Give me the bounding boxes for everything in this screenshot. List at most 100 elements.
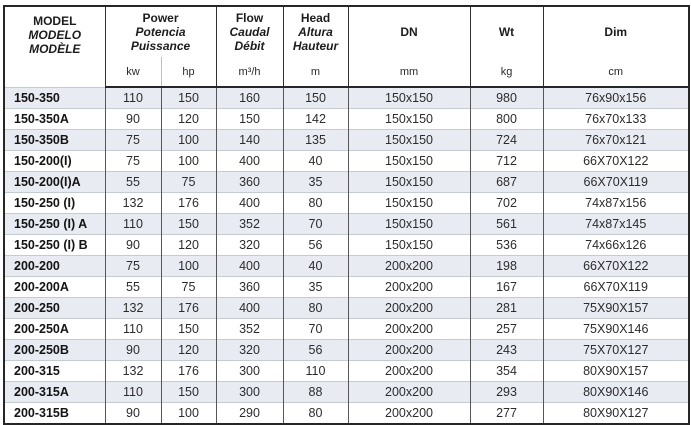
cell-flow: 400 xyxy=(215,255,283,277)
cell-flow: 360 xyxy=(215,276,283,298)
cell-head: 80 xyxy=(282,297,348,319)
cell-dn: 200x200 xyxy=(347,297,470,319)
table-header: MODEL MODELO MODÈLE Power Potencia Puiss… xyxy=(4,6,689,88)
cell-dim: 76x70x133 xyxy=(542,108,689,130)
head-label-fr: Hauteur xyxy=(292,39,339,53)
cell-flow: 300 xyxy=(215,360,283,382)
cell-dn: 200x200 xyxy=(347,402,470,424)
cell-model: 150-200(I) xyxy=(4,150,105,172)
cell-kw: 75 xyxy=(104,150,161,172)
cell-dim: 74x66x126 xyxy=(542,234,689,256)
cell-hp: 176 xyxy=(160,297,216,319)
cell-wt: 243 xyxy=(469,339,543,361)
cell-model: 200-200 xyxy=(4,255,105,277)
cell-hp: 75 xyxy=(160,276,216,298)
header-unit-row: kw hp m³/h m mm kg cm xyxy=(4,57,689,88)
cell-hp: 176 xyxy=(160,192,216,214)
cell-kw: 75 xyxy=(104,129,161,151)
table-row: 200-200A 55 75 360 35 200x200 167 66X70X119 xyxy=(4,276,689,298)
cell-dim: 74x87x156 xyxy=(542,192,689,214)
cell-head: 70 xyxy=(282,318,348,340)
col-header-model: MODEL MODELO MODÈLE xyxy=(4,6,105,87)
cell-model: 150-350 xyxy=(4,86,105,109)
model-label-es: MODELO xyxy=(28,28,82,42)
cell-hp: 150 xyxy=(160,213,216,235)
col-header-power: Power Potencia Puissance xyxy=(104,6,216,57)
unit-flow: m³/h xyxy=(215,57,283,88)
cell-model: 150-350B xyxy=(4,129,105,151)
model-label-fr: MODÈLE xyxy=(29,42,81,56)
table-row: 150-250 (I) 132 176 400 80 150x150 702 74x87x15… xyxy=(4,192,689,214)
table-row: 150-250 (I) A 110 150 352 70 150x150 561 74x87x… xyxy=(4,213,689,235)
cell-dim: 75X90X157 xyxy=(542,297,689,319)
cell-dn: 200x200 xyxy=(347,255,470,277)
cell-dim: 76x90x156 xyxy=(542,86,689,109)
cell-dn: 150x150 xyxy=(347,171,470,193)
cell-flow: 320 xyxy=(215,339,283,361)
cell-dim: 80X90X127 xyxy=(542,402,689,424)
cell-wt: 724 xyxy=(469,129,543,151)
table-row: 150-350B 75 100 140 135 150x150 724 76x70x121 xyxy=(4,129,689,151)
cell-dn: 150x150 xyxy=(347,108,470,130)
flow-label-es: Caudal xyxy=(229,25,270,39)
table-row: 200-315 132 176 300 110 200x200 354 80X90X157 xyxy=(4,360,689,382)
cell-head: 70 xyxy=(282,213,348,235)
cell-dn: 200x200 xyxy=(347,339,470,361)
head-label-en: Head xyxy=(300,11,331,25)
cell-model: 150-250 (I) B xyxy=(4,234,105,256)
cell-model: 150-250 (I) A xyxy=(4,213,105,235)
unit-kw: kw xyxy=(104,57,161,88)
header-label-row: MODEL MODELO MODÈLE Power Potencia Puiss… xyxy=(4,6,689,87)
cell-model: 200-200A xyxy=(4,276,105,298)
cell-dn: 150x150 xyxy=(347,234,470,256)
cell-model: 200-250B xyxy=(4,339,105,361)
cell-hp: 120 xyxy=(160,339,216,361)
cell-head: 56 xyxy=(282,339,348,361)
power-label-es: Potencia xyxy=(135,25,186,39)
cell-head: 80 xyxy=(282,402,348,424)
cell-hp: 75 xyxy=(160,171,216,193)
cell-wt: 198 xyxy=(469,255,543,277)
table-row: 200-315B 90 100 290 80 200x200 277 80X90X127 xyxy=(4,402,689,424)
cell-dim: 66X70X119 xyxy=(542,171,689,193)
cell-wt: 980 xyxy=(469,86,543,109)
cell-wt: 167 xyxy=(469,276,543,298)
table-row: 200-250A 110 150 352 70 200x200 257 75X90X146 xyxy=(4,318,689,340)
cell-hp: 120 xyxy=(160,108,216,130)
cell-model: 200-315A xyxy=(4,381,105,403)
cell-dn: 200x200 xyxy=(347,360,470,382)
table-row: 150-350A 90 120 150 142 150x150 800 76x70x133 xyxy=(4,108,689,130)
cell-dim: 66X70X122 xyxy=(542,255,689,277)
cell-head: 35 xyxy=(282,276,348,298)
cell-dim: 75X90X146 xyxy=(542,318,689,340)
cell-kw: 55 xyxy=(104,276,161,298)
cell-dn: 200x200 xyxy=(347,276,470,298)
cell-model: 200-250 xyxy=(4,297,105,319)
cell-dn: 150x150 xyxy=(347,213,470,235)
cell-head: 110 xyxy=(282,360,348,382)
flow-label-en: Flow xyxy=(235,11,264,25)
power-label-fr: Puissance xyxy=(130,39,191,53)
cell-dn: 200x200 xyxy=(347,381,470,403)
cell-kw: 110 xyxy=(104,213,161,235)
cell-dim: 80X90X157 xyxy=(542,360,689,382)
cell-dn: 150x150 xyxy=(347,192,470,214)
model-label-en: MODEL xyxy=(33,14,77,28)
cell-flow: 400 xyxy=(215,192,283,214)
cell-flow: 352 xyxy=(215,318,283,340)
cell-kw: 55 xyxy=(104,171,161,193)
spec-table-body: 150-350 110 150 160 150 150x150 980 76x90x156 15… xyxy=(4,86,689,424)
col-header-dn: DN xyxy=(347,6,470,57)
power-label-en: Power xyxy=(142,11,179,25)
col-header-wt: Wt xyxy=(469,6,543,57)
cell-kw: 132 xyxy=(104,297,161,319)
cell-kw: 90 xyxy=(104,339,161,361)
cell-dim: 80X90X146 xyxy=(542,381,689,403)
cell-hp: 150 xyxy=(160,318,216,340)
cell-model: 150-350A xyxy=(4,108,105,130)
cell-wt: 257 xyxy=(469,318,543,340)
cell-model: 200-250A xyxy=(4,318,105,340)
pump-spec-table: MODEL MODELO MODÈLE Power Potencia Puiss… xyxy=(3,5,690,425)
cell-hp: 100 xyxy=(160,255,216,277)
cell-hp: 100 xyxy=(160,129,216,151)
